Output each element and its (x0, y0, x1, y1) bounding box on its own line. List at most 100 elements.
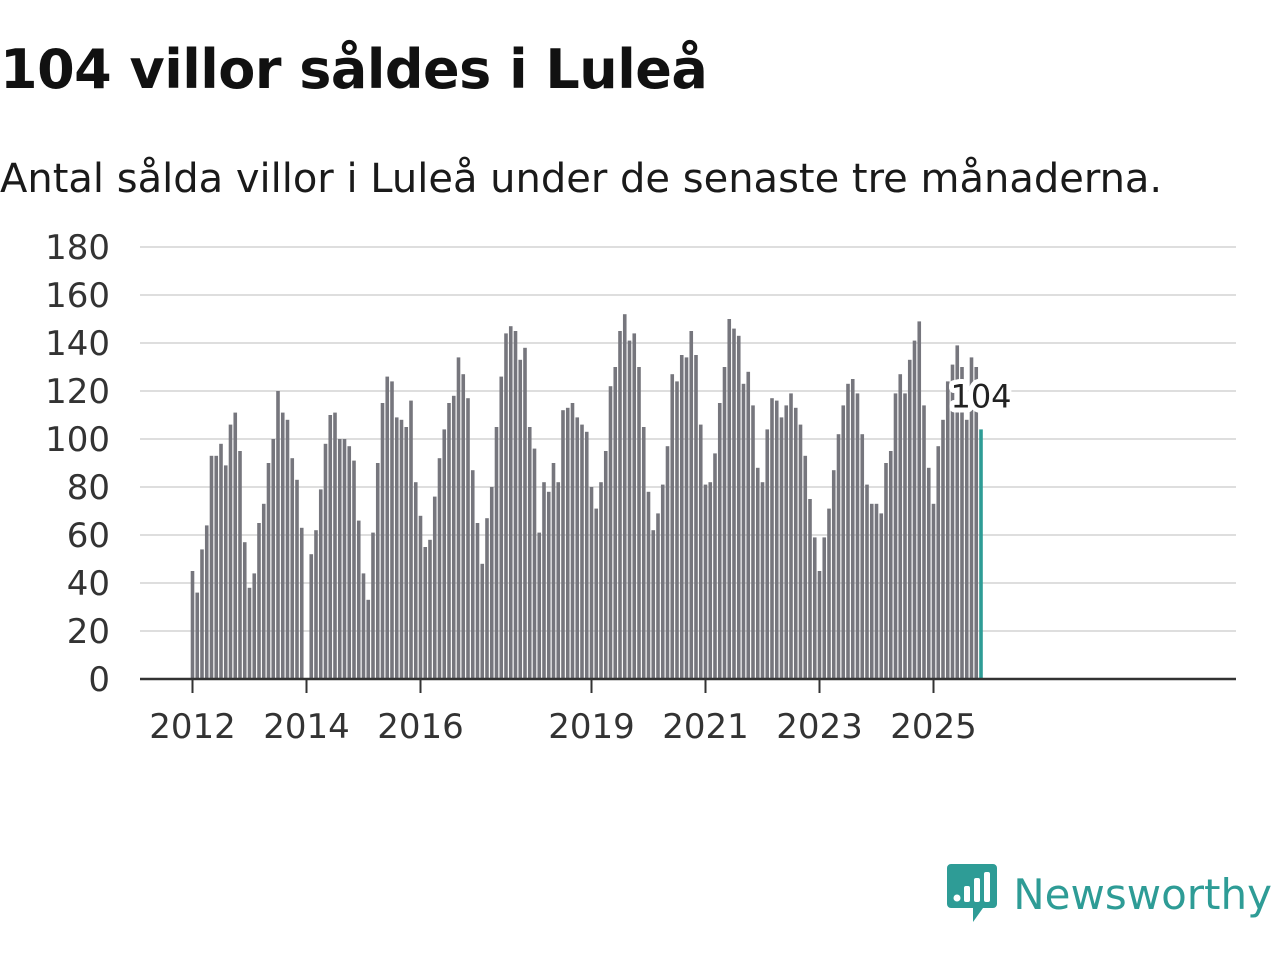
bar (893, 393, 898, 679)
bar (480, 563, 485, 679)
bar (532, 448, 537, 679)
bar (760, 482, 765, 679)
bar (584, 431, 589, 679)
bar (366, 599, 371, 679)
bar (513, 331, 518, 679)
bar (608, 386, 613, 679)
bar (827, 508, 831, 679)
y-tick-label: 40 (67, 564, 110, 604)
bar (470, 470, 475, 679)
bar (361, 573, 366, 679)
y-tick-label: 100 (45, 420, 110, 460)
bar (656, 513, 660, 679)
bar (347, 446, 352, 679)
bar (974, 367, 979, 679)
bar (489, 487, 494, 679)
bar (456, 357, 461, 679)
bar (860, 434, 865, 679)
bar (865, 484, 869, 679)
bar (732, 328, 736, 679)
bar (846, 383, 850, 679)
bar (888, 451, 893, 679)
bar (352, 460, 356, 679)
brand-name: Newsworthy (1013, 869, 1272, 919)
bar (228, 424, 233, 679)
bar (318, 489, 323, 679)
highlight-value-label: 104 (950, 377, 1011, 415)
bar (537, 532, 542, 679)
bar-highlight (979, 429, 983, 679)
y-tick-label: 140 (45, 324, 110, 364)
bar (214, 455, 219, 679)
bar (594, 508, 599, 679)
bar (504, 333, 508, 679)
bar (874, 503, 879, 679)
bar (242, 542, 247, 679)
bar (831, 470, 836, 679)
bar (950, 364, 955, 679)
bar (736, 335, 741, 679)
bar (646, 491, 651, 679)
bar (746, 371, 751, 679)
bar-series (190, 314, 983, 679)
bar (770, 398, 774, 679)
bar (523, 347, 527, 679)
bar (879, 513, 884, 679)
bar (637, 367, 641, 679)
bar (603, 451, 608, 679)
bar (413, 482, 418, 679)
bar (751, 405, 755, 679)
bar (765, 429, 770, 679)
x-axis-labels: 2012 2014 2016 2019 2021 2023 2025 (149, 707, 977, 747)
bar (679, 355, 684, 679)
bar (432, 496, 437, 679)
bar (518, 359, 523, 679)
bar (698, 424, 703, 679)
x-tick-label: 2025 (890, 707, 977, 747)
bar (884, 463, 888, 679)
bar (660, 484, 665, 679)
bar (280, 412, 285, 679)
bar (190, 571, 195, 679)
bar (494, 427, 499, 679)
bar (461, 374, 466, 679)
bar (774, 400, 779, 679)
bar (836, 434, 841, 679)
bar (803, 455, 808, 679)
y-tick-label: 120 (45, 372, 110, 412)
newsworthy-logo-icon (947, 864, 998, 922)
bar (931, 503, 936, 679)
x-axis (140, 677, 1236, 693)
bar (409, 400, 413, 679)
bar (219, 443, 223, 679)
bar (527, 427, 532, 679)
x-tick-label: 2016 (377, 707, 464, 747)
bar (233, 412, 238, 679)
y-tick-label: 160 (45, 276, 110, 316)
bar (423, 547, 428, 679)
bar (546, 491, 551, 679)
bar (247, 587, 252, 679)
bar (276, 391, 280, 679)
bar (257, 523, 261, 679)
bar (328, 415, 333, 679)
bar (204, 525, 209, 679)
y-tick-label: 0 (88, 660, 110, 700)
bar (708, 482, 713, 679)
bar (565, 407, 570, 679)
bar (290, 458, 295, 679)
bar (447, 403, 451, 679)
bar (428, 539, 432, 679)
bar (713, 453, 717, 679)
bar (375, 463, 380, 679)
bar (689, 331, 694, 679)
bar (841, 405, 846, 679)
bar (622, 314, 627, 679)
bar (437, 458, 442, 679)
bar (418, 515, 423, 679)
bar (907, 359, 912, 679)
bar (589, 487, 594, 679)
page-title: 104 villor såldes i Luleå (0, 38, 708, 101)
bar (722, 367, 727, 679)
